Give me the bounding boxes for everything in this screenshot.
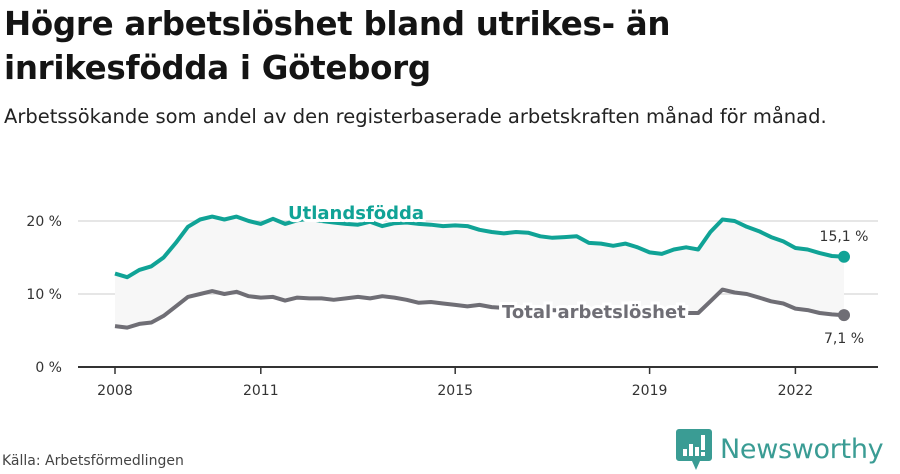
series-line-utlandsfodda <box>114 214 845 280</box>
newsworthy-logo: Newsworthy <box>676 429 884 470</box>
series-label-total: Total arbetslöshet <box>502 302 686 323</box>
series-label-utlandsfodda: Utlandsfödda <box>288 203 424 224</box>
series-line-total <box>114 287 845 330</box>
chart-title: Högre arbetslöshet bland utrikes- än inr… <box>4 5 671 87</box>
x-tick-label: 2011 <box>243 383 279 399</box>
source-note: Källa: Arbetsförmedlingen <box>2 453 184 469</box>
y-tick-label: 10 % <box>26 287 62 303</box>
x-tick-label: 2022 <box>778 383 814 399</box>
y-tick-label: 20 % <box>26 214 62 230</box>
x-tick-label: 2015 <box>437 383 473 399</box>
y-tick-label: 0 % <box>35 360 62 376</box>
end-value-total: 7,1 % <box>824 331 864 347</box>
x-axis: 2008 2011 2015 2019 2022 <box>78 366 878 399</box>
brand-name: Newsworthy <box>720 433 884 465</box>
end-value-utlandsfodda: 15,1 % <box>820 229 869 245</box>
y-axis: 0 % 10 % 20 % <box>26 214 62 376</box>
x-tick-label: 2019 <box>632 383 668 399</box>
x-tick-label: 2008 <box>97 383 133 399</box>
end-marker-total <box>838 309 850 322</box>
end-marker-utlandsfodda <box>838 250 850 263</box>
chart-subtitle: Arbetssökande som andel av den registerb… <box>4 105 827 128</box>
difference-band <box>115 216 844 328</box>
bar-chart-speech-bubble-icon <box>676 429 712 470</box>
